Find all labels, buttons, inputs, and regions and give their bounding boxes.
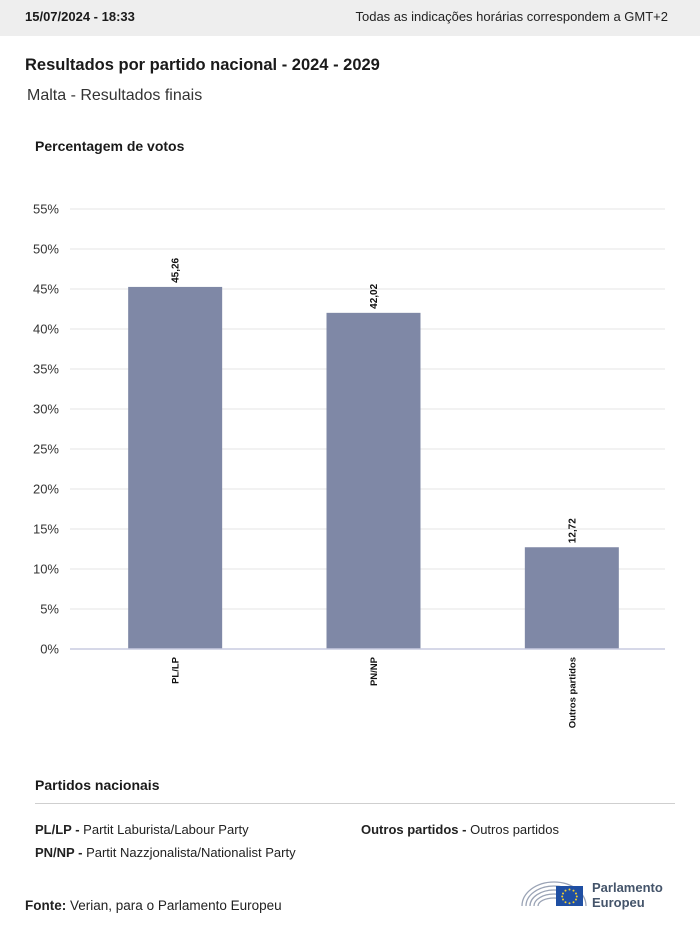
timezone-note: Todas as indicações horárias corresponde…: [355, 9, 668, 24]
parliament-logo: Parlamento Europeu: [520, 872, 680, 912]
legend-title: Partidos nacionais: [35, 777, 160, 793]
y-tick-label: 50%: [33, 242, 59, 257]
y-tick-label: 40%: [33, 322, 59, 337]
bar: [128, 286, 223, 649]
source-text: Verian, para o Parlamento Europeu: [70, 898, 282, 913]
bar: [524, 547, 619, 649]
legend-name: Partit Nazzjonalista/Nationalist Party: [86, 845, 296, 860]
y-tick-label: 20%: [33, 482, 59, 497]
top-bar: 15/07/2024 - 18:33 Todas as indicações h…: [0, 0, 700, 36]
y-tick-label: 45%: [33, 282, 59, 297]
hemicycle-icon: [521, 881, 587, 907]
data-label: 12,72: [567, 518, 578, 543]
page-title: Resultados por partido nacional - 2024 -…: [25, 56, 380, 74]
legend-name: Outros partidos: [470, 822, 559, 837]
y-axis-label: Percentagem de votos: [35, 138, 185, 154]
legend-abbr: Outros partidos -: [361, 822, 467, 837]
logo-line1: Parlamento: [592, 880, 663, 895]
y-tick-label: 55%: [33, 202, 59, 217]
legend-name: Partit Laburista/Labour Party: [83, 822, 249, 837]
legend-item-outros: Outros partidos - Outros partidos: [361, 822, 559, 837]
source-note: Fonte: Verian, para o Parlamento Europeu: [25, 898, 282, 913]
x-tick-label: PN/NP: [369, 656, 380, 686]
y-tick-label: 25%: [33, 442, 59, 457]
y-tick-label: 10%: [33, 562, 59, 577]
page-subtitle: Malta - Resultados finais: [27, 87, 203, 104]
x-tick-label: PL/LP: [171, 656, 182, 684]
y-tick-label: 35%: [33, 362, 59, 377]
data-label: 45,26: [171, 257, 182, 282]
y-tick-label: 30%: [33, 402, 59, 417]
bar: [326, 312, 421, 649]
legend-item-pn: PN/NP - Partit Nazzjonalista/Nationalist…: [35, 845, 296, 860]
legend-divider: [35, 803, 675, 804]
y-tick-label: 5%: [40, 602, 59, 617]
data-label: 42,02: [369, 283, 380, 308]
legend-abbr: PN/NP -: [35, 845, 83, 860]
timestamp: 15/07/2024 - 18:33: [25, 9, 135, 24]
bar-chart: 0% 5% 10% 15% 20% 25% 30% 35% 40% 45% 50% 55% 45,26 P…: [33, 202, 665, 728]
legend-abbr: PL/LP -: [35, 822, 80, 837]
y-tick-label: 0%: [40, 642, 59, 657]
legend-item-pl: PL/LP - Partit Laburista/Labour Party: [35, 822, 249, 837]
x-tick-label: Outros partidos: [567, 657, 578, 728]
source-label: Fonte:: [25, 898, 67, 913]
logo-text: Parlamento Europeu: [592, 880, 663, 910]
y-tick-label: 15%: [33, 522, 59, 537]
logo-line2: Europeu: [592, 895, 645, 910]
